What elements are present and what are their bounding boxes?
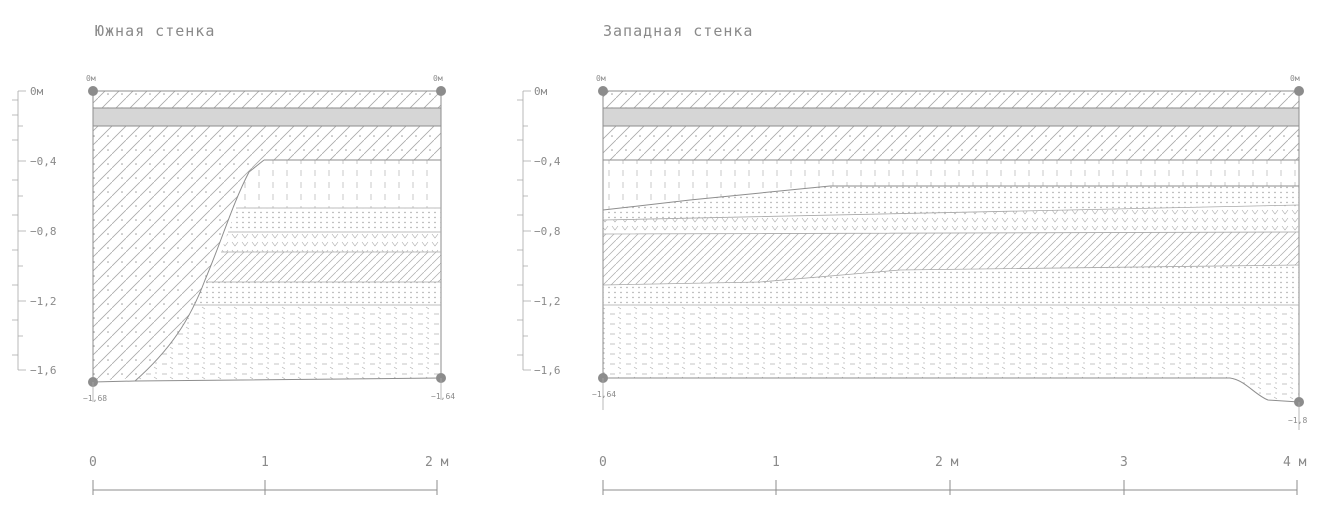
south-corner-dot-tl: [88, 86, 98, 96]
west-layer-gray-band: [603, 108, 1299, 126]
west-scale-bar: 0 1 2 м 3 4 м: [599, 455, 1307, 495]
south-layer-diagonal-fill: [93, 126, 441, 381]
south-depth-label-4: −1,6: [30, 364, 57, 377]
south-wall-title: Южная стенка: [95, 22, 215, 40]
south-layer-topsoil: [93, 91, 441, 108]
south-corner-label-bl: −1,68: [83, 394, 107, 403]
west-layer-dotted: [603, 186, 1299, 220]
west-layers: [602, 90, 1300, 403]
south-layers: [92, 90, 442, 383]
south-wall-section: Южная стенка 0м −0,4 −0,8 −1,2 −1,6: [12, 22, 455, 495]
west-scale-tick-4: 4 м: [1283, 455, 1307, 470]
west-layer-vertical-dash: [603, 160, 1299, 210]
west-depth-label-4: −1,6: [534, 364, 561, 377]
south-corner-markers: 0м 0м −1,68 −1,64: [83, 74, 455, 403]
west-corner-label-tr: 0м: [1290, 74, 1300, 83]
south-scale-tick-0: 0: [89, 455, 97, 470]
south-depth-ruler: 0м −0,4 −0,8 −1,2 −1,6: [12, 85, 57, 377]
west-scale-tick-1: 1: [772, 455, 780, 470]
south-layer-dense-diag: [206, 252, 441, 282]
south-corner-label-br: −1,64: [431, 392, 455, 401]
south-layer-vee: [221, 232, 441, 252]
west-layer-dash: [603, 305, 1299, 402]
west-layer-dotted-2: [603, 265, 1299, 305]
west-corner-markers: 0м 0м −1,64 −1,8: [592, 74, 1307, 430]
south-depth-label-3: −1,2: [30, 295, 57, 308]
south-depth-label-1: −0,4: [30, 155, 57, 168]
south-scale-tick-1: 1: [261, 455, 269, 470]
west-scale-tick-0: 0: [599, 455, 607, 470]
west-depth-label-3: −1,2: [534, 295, 561, 308]
south-depth-label-2: −0,8: [30, 225, 57, 238]
south-layer-dotted: [228, 208, 441, 232]
west-corner-dot-tr: [1294, 86, 1304, 96]
south-corner-dot-tr: [436, 86, 446, 96]
west-corner-label-tl: 0м: [596, 74, 606, 83]
west-corner-dot-tl: [598, 86, 608, 96]
south-layer-dash: [135, 305, 441, 381]
west-layer-dense-diag: [603, 232, 1299, 285]
west-scale-tick-3: 3: [1120, 455, 1128, 470]
south-scale-tick-2: 2 м: [425, 455, 449, 470]
west-wall-title: Западная стенка: [603, 22, 753, 40]
west-depth-label-1: −0,4: [534, 155, 561, 168]
south-scale-bar: 0 1 2 м: [89, 455, 449, 495]
south-layer-gray-band: [93, 108, 441, 126]
west-depth-ruler: 0м −0,4 −0,8 −1,2 −1,6: [517, 85, 561, 377]
south-layer-vertical-dash: [236, 160, 441, 208]
south-layer-dotted-2: [193, 282, 441, 305]
west-layer-vee: [603, 205, 1299, 234]
west-depth-label-0: 0м: [534, 85, 548, 98]
west-scale-tick-2: 2 м: [935, 455, 959, 470]
west-corner-label-br: −1,8: [1288, 416, 1307, 425]
south-depth-label-0: 0м: [30, 85, 44, 98]
west-corner-label-bl: −1,64: [592, 390, 616, 399]
west-depth-label-2: −0,8: [534, 225, 561, 238]
west-wall-section: Западная стенка 0м −0,4 −0,8 −1,2 −1,6: [517, 22, 1307, 495]
south-corner-label-tl: 0м: [86, 74, 96, 83]
south-corner-label-tr: 0м: [433, 74, 443, 83]
west-layer-diagonal-upper: [603, 126, 1299, 160]
west-layer-topsoil: [603, 91, 1299, 108]
